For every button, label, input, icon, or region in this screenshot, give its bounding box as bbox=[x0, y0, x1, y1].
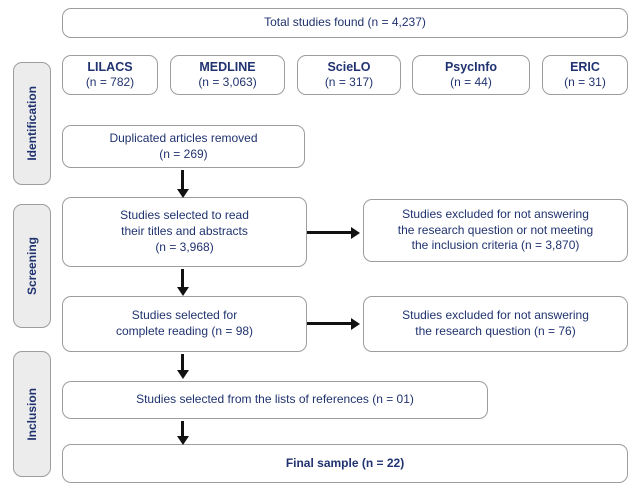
references-box: Studies selected from the lists of refer… bbox=[62, 381, 488, 419]
complete-reading-box: Studies selected for complete reading (n… bbox=[62, 296, 307, 352]
arrow-down-icon bbox=[181, 354, 184, 370]
phase-label-text: Inclusion bbox=[25, 387, 39, 441]
phase-label-screening: Screening bbox=[13, 204, 51, 328]
titles-abstracts-text: Studies selected to read their titles an… bbox=[120, 208, 249, 254]
database-count: (n = 44) bbox=[450, 75, 492, 90]
phase-label-inclusion: Inclusion bbox=[13, 351, 51, 477]
duplicates-removed-text: Duplicated articles removed (n = 269) bbox=[109, 130, 258, 161]
excluded-complete-box: Studies excluded for not answering the r… bbox=[363, 296, 628, 352]
database-box-scielo: ScieLO (n = 317) bbox=[297, 55, 401, 95]
database-box-lilacs: LILACS (n = 782) bbox=[62, 55, 158, 95]
final-sample-text: Final sample (n = 22) bbox=[285, 455, 405, 470]
database-name: ERIC bbox=[570, 59, 600, 74]
database-count: (n = 3,063) bbox=[198, 75, 257, 90]
excluded-titles-text: Studies excluded for not answering the r… bbox=[397, 206, 594, 253]
database-name: LILACS bbox=[87, 59, 133, 74]
arrow-right-icon bbox=[307, 322, 351, 325]
total-studies-text: Total studies found (n = 4,237) bbox=[264, 15, 426, 30]
titles-abstracts-box: Studies selected to read their titles an… bbox=[62, 197, 307, 267]
database-box-psycinfo: PsycInfo (n = 44) bbox=[412, 55, 530, 95]
database-count: (n = 31) bbox=[564, 75, 606, 90]
duplicates-removed-box: Duplicated articles removed (n = 269) bbox=[62, 125, 305, 168]
database-count: (n = 782) bbox=[85, 75, 135, 90]
total-studies-box: Total studies found (n = 4,237) bbox=[62, 8, 628, 38]
database-box-eric: ERIC (n = 31) bbox=[542, 55, 628, 95]
references-text: Studies selected from the lists of refer… bbox=[136, 392, 414, 407]
arrow-right-icon bbox=[307, 231, 351, 234]
phase-label-text: Screening bbox=[25, 236, 39, 296]
complete-reading-text: Studies selected for complete reading (n… bbox=[115, 308, 254, 338]
database-name: PsycInfo bbox=[444, 59, 498, 74]
database-count: (n = 317) bbox=[324, 75, 374, 90]
database-box-medline: MEDLINE (n = 3,063) bbox=[170, 55, 285, 95]
excluded-complete-text: Studies excluded for not answering the r… bbox=[402, 308, 589, 338]
excluded-titles-box: Studies excluded for not answering the r… bbox=[363, 199, 628, 262]
database-name: MEDLINE bbox=[199, 59, 256, 74]
arrow-down-icon bbox=[181, 269, 184, 287]
database-name: ScieLO bbox=[327, 59, 371, 74]
arrow-down-icon bbox=[181, 421, 184, 436]
arrow-down-icon bbox=[181, 170, 184, 189]
final-sample-box: Final sample (n = 22) bbox=[62, 444, 628, 483]
phase-label-identification: Identification bbox=[13, 62, 51, 185]
phase-label-text: Identification bbox=[25, 86, 39, 161]
